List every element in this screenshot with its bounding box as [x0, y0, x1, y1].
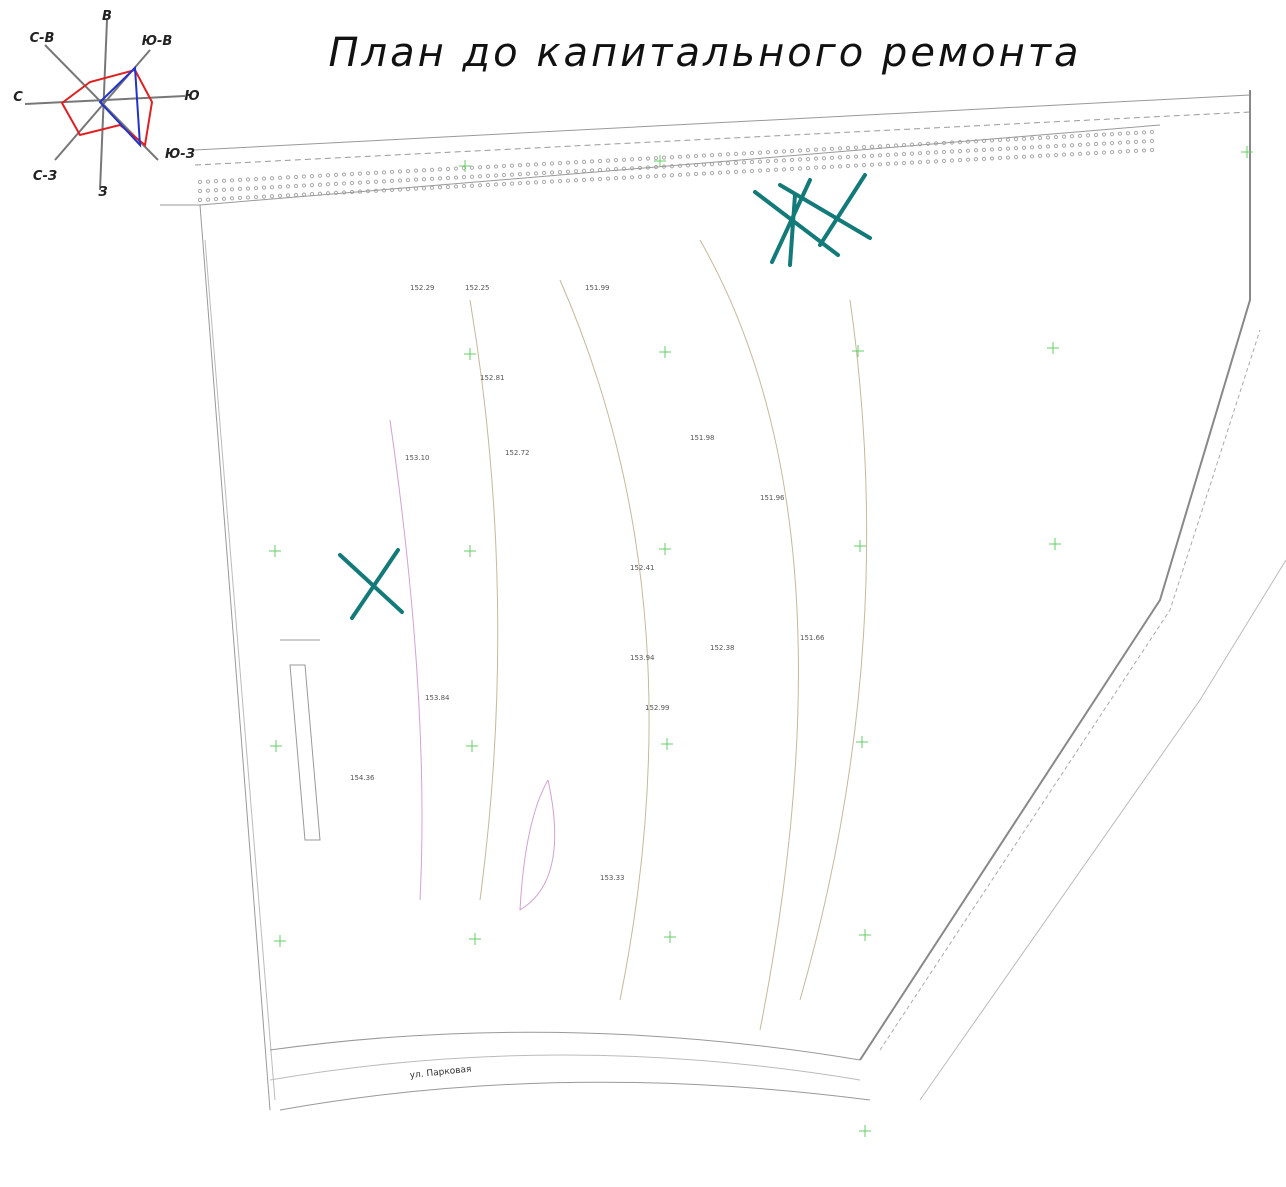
dot-field [197, 129, 1155, 203]
spot-height: 152.41 [630, 564, 655, 572]
spot-height: 151.66 [800, 634, 825, 642]
compass-label: С [13, 90, 23, 105]
spot-height: 152.99 [645, 704, 670, 712]
map-lines [160, 90, 1286, 1111]
spot-height: 154.36 [350, 774, 375, 782]
street-label: ул. Парковая [409, 1065, 472, 1081]
removal-marks [338, 173, 872, 620]
spot-height: 152.38 [710, 644, 735, 652]
spot-height: 151.98 [690, 434, 715, 442]
spot-height: 153.33 [600, 874, 625, 882]
crosses [269, 146, 1253, 1137]
spot-height: 153.94 [630, 654, 655, 662]
spot-height: 152.29 [410, 284, 435, 292]
compass-label: В [102, 9, 112, 24]
spot-height: 152.25 [465, 284, 490, 292]
wind-rose [24, 19, 186, 191]
spot-height: 152.72 [505, 449, 530, 457]
spot-height: 151.99 [585, 284, 610, 292]
spot-height: 152.81 [480, 374, 505, 382]
spot-height: 153.84 [425, 694, 450, 702]
compass-label: С-З [33, 169, 57, 184]
compass-label: З [98, 185, 107, 200]
title: План до капитального ремонта [328, 30, 1081, 76]
compass-label: Ю [184, 89, 199, 104]
spot-height: 153.10 [405, 454, 430, 462]
spot-height: 151.96 [760, 494, 785, 502]
compass-label: С-В [30, 31, 55, 46]
compass-label: Ю-В [142, 34, 173, 49]
spot-heights: 152.29 151.99 152.25 153.10 152.81 151.9… [350, 284, 825, 882]
compass-label: Ю-З [165, 147, 195, 162]
